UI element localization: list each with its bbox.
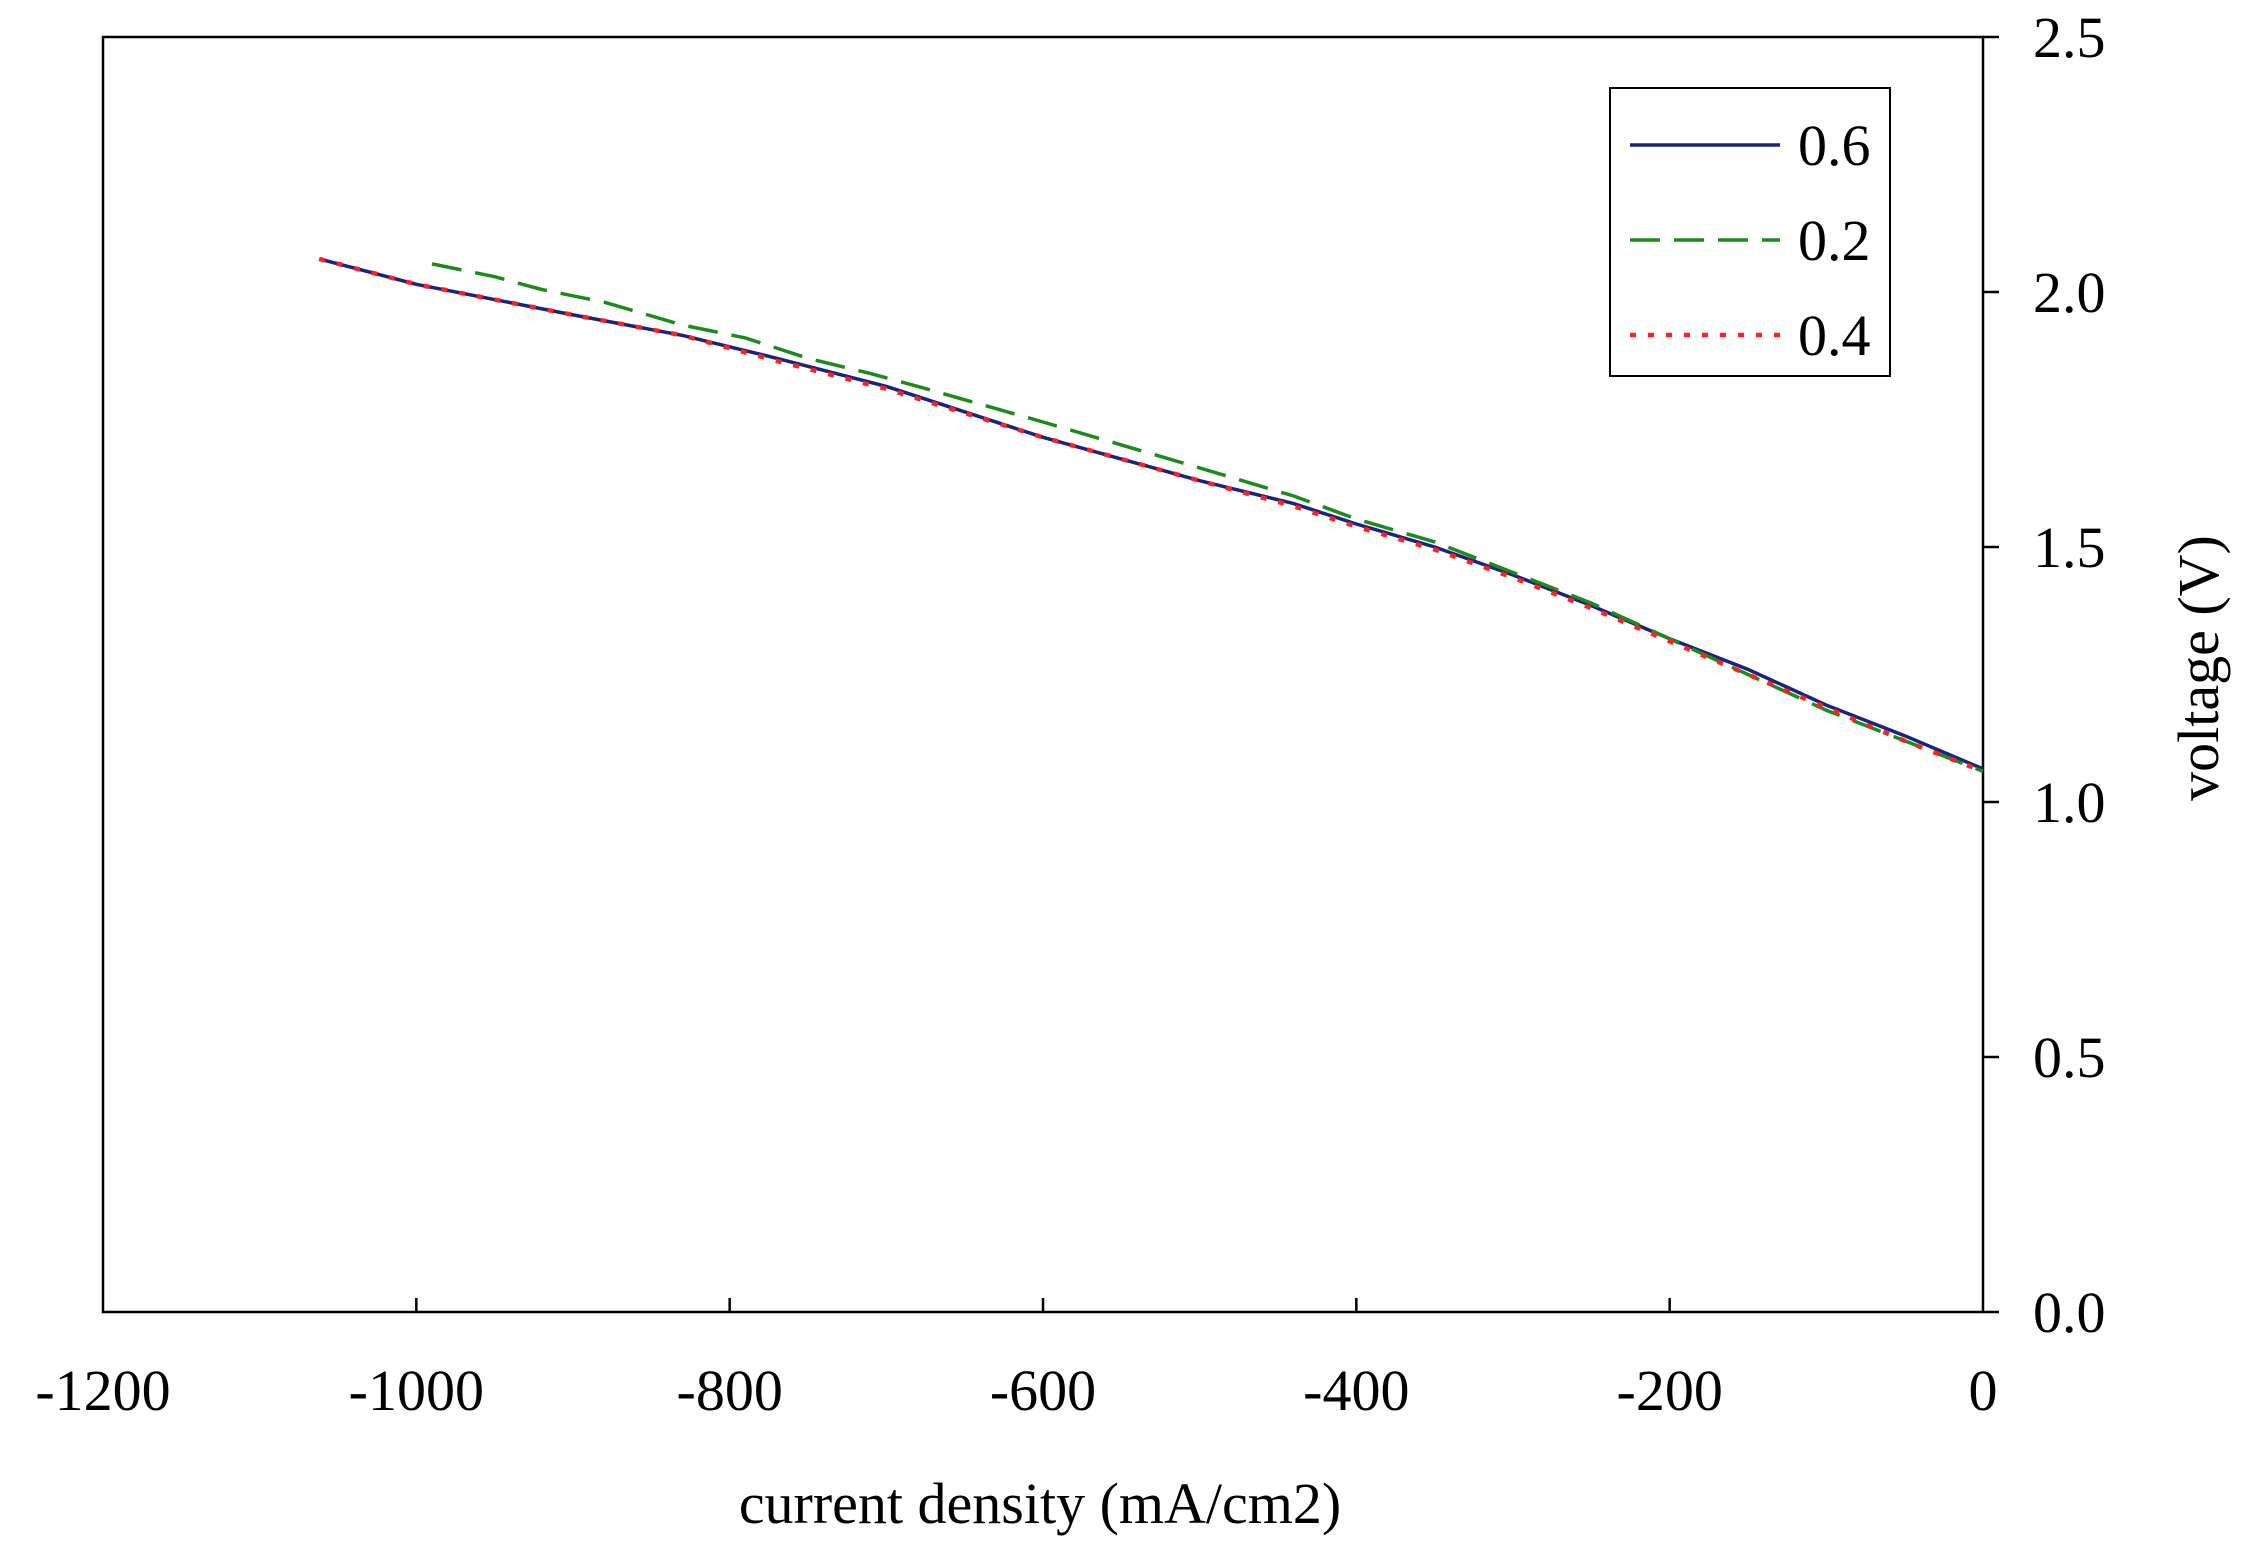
y-tick-label: 2.0: [2033, 260, 2106, 325]
y-tick-label: 0.0: [2033, 1280, 2106, 1345]
y-axis: 0.0 0.5 1.0 1.5 2.0 2.5: [1983, 5, 2106, 1345]
x-axis: -1200 -1000 -800 -600 -400 -200 0: [35, 1298, 1998, 1423]
y-axis-title: voltage (V): [2166, 535, 2231, 801]
legend: 0.6 0.2 0.4: [1609, 87, 1891, 377]
x-tick-label: -800: [677, 1358, 783, 1423]
y-tick-label: 1.5: [2033, 515, 2106, 580]
y-tick-label: 0.5: [2033, 1025, 2106, 1090]
legend-label: 0.6: [1798, 113, 1871, 178]
series-layer: [318, 256, 1984, 774]
x-tick-label: -1200: [35, 1358, 170, 1423]
x-axis-title: current density (mA/cm2): [739, 1471, 1341, 1536]
x-tick-label: -600: [990, 1358, 1096, 1423]
series-line-0.2: [431, 262, 1984, 774]
legend-label: 0.2: [1798, 208, 1871, 273]
x-tick-label: -1000: [349, 1358, 484, 1423]
x-tick-label: -400: [1303, 1358, 1409, 1423]
x-tick-label: 0: [1969, 1358, 1998, 1423]
series-line-0.6: [318, 257, 1984, 771]
y-tick-label: 1.0: [2033, 770, 2106, 835]
legend-box: [1609, 87, 1891, 377]
y-tick-label: 2.5: [2033, 5, 2106, 70]
legend-label: 0.4: [1798, 303, 1871, 368]
x-tick-label: -200: [1617, 1358, 1723, 1423]
